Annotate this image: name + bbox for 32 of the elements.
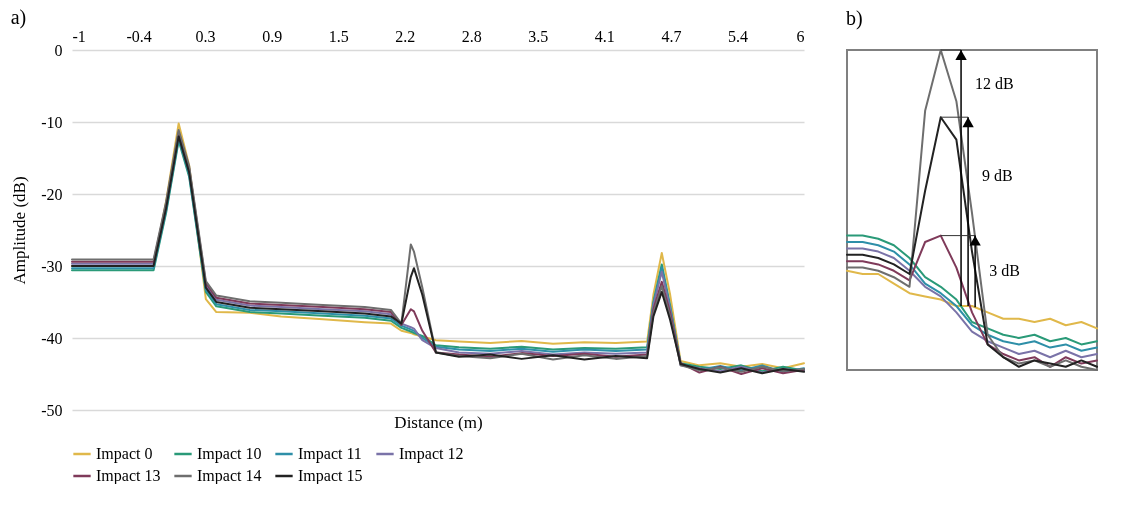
- y-tick-label: -40: [41, 329, 63, 347]
- x-tick-label: 1.5: [328, 27, 349, 45]
- x-tick-label: 4.1: [594, 27, 615, 45]
- y-tick-label: -10: [41, 113, 63, 131]
- x-tick-label: 2.2: [395, 27, 416, 45]
- annotation: 9 dB: [982, 167, 1013, 185]
- chart-title: b): [846, 7, 863, 30]
- x-tick-label: -0.4: [126, 27, 152, 45]
- y-axis-title: Amplitude (dB): [10, 176, 30, 285]
- legend-label: Impact 13: [96, 467, 161, 485]
- annotation: 3 dB: [989, 262, 1020, 280]
- legend-label: Impact 10: [197, 445, 262, 463]
- x-tick-label: 0.9: [262, 27, 283, 45]
- y-tick-label: -30: [41, 257, 63, 275]
- chart-title: a): [10, 6, 27, 29]
- legend-label: Impact 11: [298, 445, 362, 463]
- legend-label: Impact 0: [96, 445, 153, 463]
- x-tick-label: 2.8: [461, 27, 482, 45]
- x-tick-label: 5.4: [727, 27, 748, 45]
- legend-label: Impact 15: [298, 467, 363, 485]
- x-axis-title: Distance (m): [394, 412, 483, 432]
- y-tick-label: -50: [41, 401, 63, 419]
- x-tick-label: 6: [796, 27, 805, 45]
- y-tick-label: 0: [54, 41, 63, 59]
- y-tick-label: -20: [41, 185, 63, 203]
- legend-label: Impact 14: [197, 467, 262, 485]
- annotation: 12 dB: [975, 74, 1014, 92]
- x-tick-label: -1: [72, 27, 86, 45]
- legend-label: Impact 12: [399, 445, 464, 463]
- x-tick-label: 0.3: [195, 27, 216, 45]
- x-tick-label: 3.5: [528, 27, 549, 45]
- x-tick-label: 4.7: [661, 27, 682, 45]
